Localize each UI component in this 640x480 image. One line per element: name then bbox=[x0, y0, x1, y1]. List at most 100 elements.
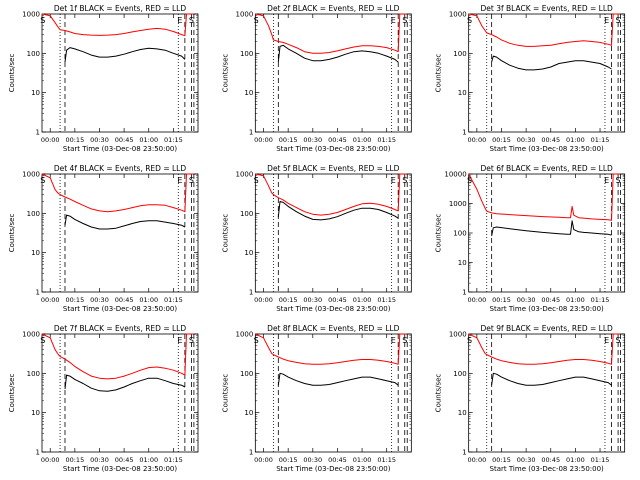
plot-frame bbox=[468, 333, 626, 453]
x-tick-label: 00:30 bbox=[303, 136, 322, 144]
chart-panel-2: Det 2f BLACK = Events, RED = LLD 1 10 100 10… bbox=[221, 4, 412, 153]
marker-s: S bbox=[467, 336, 472, 345]
y-tick-label: 1 bbox=[36, 289, 40, 297]
x-tick-label: 00:15 bbox=[492, 136, 511, 144]
marker-e: E bbox=[391, 16, 396, 25]
x-axis-label: Start Time (03-Dec-08 23:50:00) bbox=[63, 465, 177, 473]
y-tick-label: 1 bbox=[462, 129, 466, 137]
x-tick-label: 00:45 bbox=[541, 456, 560, 464]
y-tick-label: 10 bbox=[244, 89, 253, 97]
x-tick-label: 01:15 bbox=[591, 456, 610, 464]
y-tick-label: 10 bbox=[31, 249, 40, 257]
x-tick-label: 00:15 bbox=[279, 456, 298, 464]
chart-title: Det 4f BLACK = Events, RED = LLD bbox=[54, 164, 187, 173]
chart-panel-1: Det 1f BLACK = Events, RED = LLD 1 10 100 10… bbox=[8, 4, 199, 153]
x-tick-label: 01:00 bbox=[139, 136, 158, 144]
y-axis-label: Counts/sec bbox=[221, 54, 229, 93]
x-tick-label: 00:30 bbox=[517, 456, 536, 464]
events-series-line bbox=[277, 44, 399, 63]
y-tick-label: 1000 bbox=[236, 331, 254, 339]
y-tick-label: 1000 bbox=[236, 11, 254, 19]
events-series-line bbox=[491, 220, 612, 237]
marker-e: E bbox=[177, 336, 182, 345]
y-axis-label: Counts/sec bbox=[435, 214, 443, 253]
plot-frame bbox=[41, 13, 199, 133]
y-tick-label: 100 bbox=[453, 370, 466, 378]
y-tick-label: 10 bbox=[244, 249, 253, 257]
y-axis-label: Counts/sec bbox=[435, 54, 443, 93]
plot-frame bbox=[254, 173, 412, 293]
y-tick-label: 100 bbox=[27, 50, 40, 58]
y-tick-label: 1 bbox=[249, 129, 253, 137]
marker-e: E bbox=[604, 336, 609, 345]
x-tick-label: 01:00 bbox=[353, 136, 372, 144]
lld-series-line bbox=[41, 13, 194, 37]
lld-series-line bbox=[468, 333, 620, 365]
y-tick-label: 10 bbox=[458, 409, 467, 417]
events-series-line bbox=[64, 374, 186, 392]
events-series-line bbox=[64, 214, 186, 230]
marker-e: E bbox=[177, 176, 182, 185]
plot-frame bbox=[41, 333, 199, 453]
chart-title: Det 7f BLACK = Events, RED = LLD bbox=[54, 324, 187, 333]
x-tick-label: 00:15 bbox=[492, 296, 511, 304]
events-series-line bbox=[277, 372, 399, 386]
chart-title: Det 2f BLACK = Events, RED = LLD bbox=[267, 4, 400, 13]
y-tick-label: 100 bbox=[27, 210, 40, 218]
x-tick-label: 01:15 bbox=[164, 296, 183, 304]
x-tick-label: 00:30 bbox=[90, 456, 109, 464]
x-tick-label: 01:00 bbox=[139, 296, 158, 304]
x-tick-label: 01:00 bbox=[353, 296, 372, 304]
y-tick-label: 1 bbox=[249, 289, 253, 297]
chart-panel-3: Det 3f BLACK = Events, RED = LLD 1 10 100 10… bbox=[435, 4, 626, 153]
marker-e: E bbox=[391, 336, 396, 345]
marker-e: E bbox=[604, 176, 609, 185]
chart-panel-8: Det 8f BLACK = Events, RED = LLD 1 10 100 10… bbox=[221, 324, 412, 473]
x-tick-label: 00:45 bbox=[541, 136, 560, 144]
x-tick-label: 00:15 bbox=[492, 456, 511, 464]
lld-series-line bbox=[255, 13, 407, 54]
marker-e: E bbox=[604, 16, 609, 25]
x-tick-label: 00:45 bbox=[115, 136, 134, 144]
x-tick-label: 01:15 bbox=[164, 456, 183, 464]
x-tick-label: 01:15 bbox=[591, 136, 610, 144]
lld-series-line bbox=[255, 173, 407, 216]
marker-s: S bbox=[616, 16, 621, 25]
lld-series-line bbox=[41, 173, 194, 213]
plot-frame bbox=[254, 333, 412, 453]
marker-s: S bbox=[616, 336, 621, 345]
events-series-line bbox=[491, 55, 612, 71]
y-tick-label: 1000 bbox=[22, 331, 40, 339]
marker-e: E bbox=[391, 176, 396, 185]
y-tick-label: 1000 bbox=[449, 11, 467, 19]
marker-s: S bbox=[254, 16, 259, 25]
x-tick-label: 01:00 bbox=[566, 456, 585, 464]
y-tick-label: 10 bbox=[458, 259, 467, 267]
marker-e: E bbox=[177, 16, 182, 25]
x-tick-label: 00:30 bbox=[90, 296, 109, 304]
marker-s: S bbox=[467, 176, 472, 185]
x-tick-label: 00:00 bbox=[254, 296, 273, 304]
marker-s: S bbox=[254, 176, 259, 185]
y-tick-label: 1000 bbox=[22, 11, 40, 19]
x-axis-label: Start Time (03-Dec-08 23:50:00) bbox=[63, 145, 177, 153]
x-tick-label: 00:15 bbox=[65, 136, 84, 144]
x-tick-label: 00:15 bbox=[279, 296, 298, 304]
y-tick-label: 10 bbox=[458, 89, 467, 97]
marker-s: S bbox=[467, 16, 472, 25]
marker-s: S bbox=[40, 16, 45, 25]
plot-frame bbox=[254, 13, 412, 133]
events-series-line bbox=[64, 47, 186, 63]
y-tick-label: 10000 bbox=[444, 171, 466, 179]
x-tick-label: 00:45 bbox=[328, 456, 347, 464]
y-axis-label: Counts/sec bbox=[8, 54, 16, 93]
x-tick-label: 00:45 bbox=[541, 296, 560, 304]
chart-panel-4: Det 4f BLACK = Events, RED = LLD 1 10 100 10… bbox=[8, 164, 199, 313]
marker-s: S bbox=[189, 336, 194, 345]
x-tick-label: 01:00 bbox=[139, 456, 158, 464]
x-tick-label: 01:15 bbox=[377, 136, 396, 144]
y-tick-label: 100 bbox=[240, 210, 253, 218]
x-tick-label: 00:00 bbox=[254, 456, 273, 464]
y-axis-label: Counts/sec bbox=[8, 214, 16, 253]
x-axis-label: Start Time (03-Dec-08 23:50:00) bbox=[490, 465, 604, 473]
